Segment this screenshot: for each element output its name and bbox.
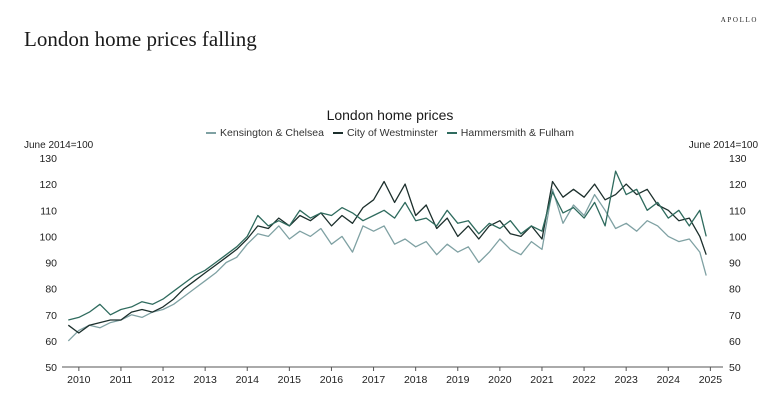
series-line-westminster	[67, 180, 707, 334]
y-tick-label-right: 50	[729, 362, 741, 374]
y-axis-label-left: June 2014=100	[24, 140, 94, 151]
y-tick-label-left: 70	[45, 310, 57, 322]
y-tick-label-left: 60	[45, 336, 57, 348]
y-tick-label-left: 130	[39, 153, 57, 165]
y-tick-label-left: 90	[45, 258, 57, 270]
y-tick-label-left: 110	[40, 205, 57, 217]
x-tick-label: 2016	[320, 374, 344, 386]
y-tick-label-right: 70	[729, 310, 741, 322]
y-tick-label-right: 90	[729, 258, 741, 270]
legend-label-kensington: Kensington & Chelsea	[220, 127, 324, 139]
x-tick-label: 2018	[404, 374, 428, 386]
chart-legend: Kensington & Chelsea City of Westminster…	[0, 127, 780, 139]
x-tick-label: 2019	[446, 374, 470, 386]
legend-swatch-kensington	[206, 132, 217, 134]
page-headline: London home prices falling	[24, 27, 257, 51]
x-tick-label: 2013	[193, 374, 217, 386]
x-tick-label: 2021	[530, 374, 554, 386]
x-tick-label: 2023	[614, 374, 638, 386]
y-tick-label-right: 60	[729, 336, 741, 348]
y-tick-label-left: 100	[39, 231, 57, 243]
x-tick-label: 2020	[488, 374, 512, 386]
legend-item-westminster: City of Westminster	[332, 127, 438, 139]
y-tick-label-left: 80	[45, 284, 57, 296]
x-tick-label: 2022	[572, 374, 596, 386]
y-tick-label-left: 120	[39, 179, 57, 191]
y-tick-label-left: 50	[45, 362, 57, 374]
y-tick-label-right: 100	[729, 231, 747, 243]
y-axis-label-right: June 2014=100	[688, 140, 758, 151]
x-tick-label: 2014	[236, 374, 260, 386]
legend-swatch-westminster	[332, 132, 343, 134]
x-tick-label: 2012	[151, 374, 175, 386]
series-line-hammersmith	[68, 170, 707, 321]
legend-swatch-hammersmith	[446, 132, 457, 134]
y-tick-label-right: 130	[729, 153, 747, 165]
x-tick-label: 2024	[657, 374, 681, 386]
y-tick-label-right: 110	[729, 205, 746, 217]
legend-item-kensington: Kensington & Chelsea	[206, 127, 324, 139]
x-tick-label: 2010	[67, 374, 91, 386]
y-tick-label-right: 80	[729, 284, 741, 296]
x-tick-label: 2011	[110, 374, 133, 386]
series-line-kensington	[67, 188, 707, 342]
x-tick-label: 2025	[699, 374, 723, 386]
legend-label-hammersmith: Hammersmith & Fulham	[460, 127, 574, 139]
chart-title: London home prices	[326, 107, 454, 123]
brand-logo: APOLLO	[720, 16, 758, 24]
legend-item-hammersmith: Hammersmith & Fulham	[446, 127, 574, 139]
y-tick-label-right: 120	[729, 179, 747, 191]
legend-label-westminster: City of Westminster	[346, 127, 438, 139]
x-tick-label: 2015	[278, 374, 302, 386]
x-tick-label: 2017	[362, 374, 386, 386]
